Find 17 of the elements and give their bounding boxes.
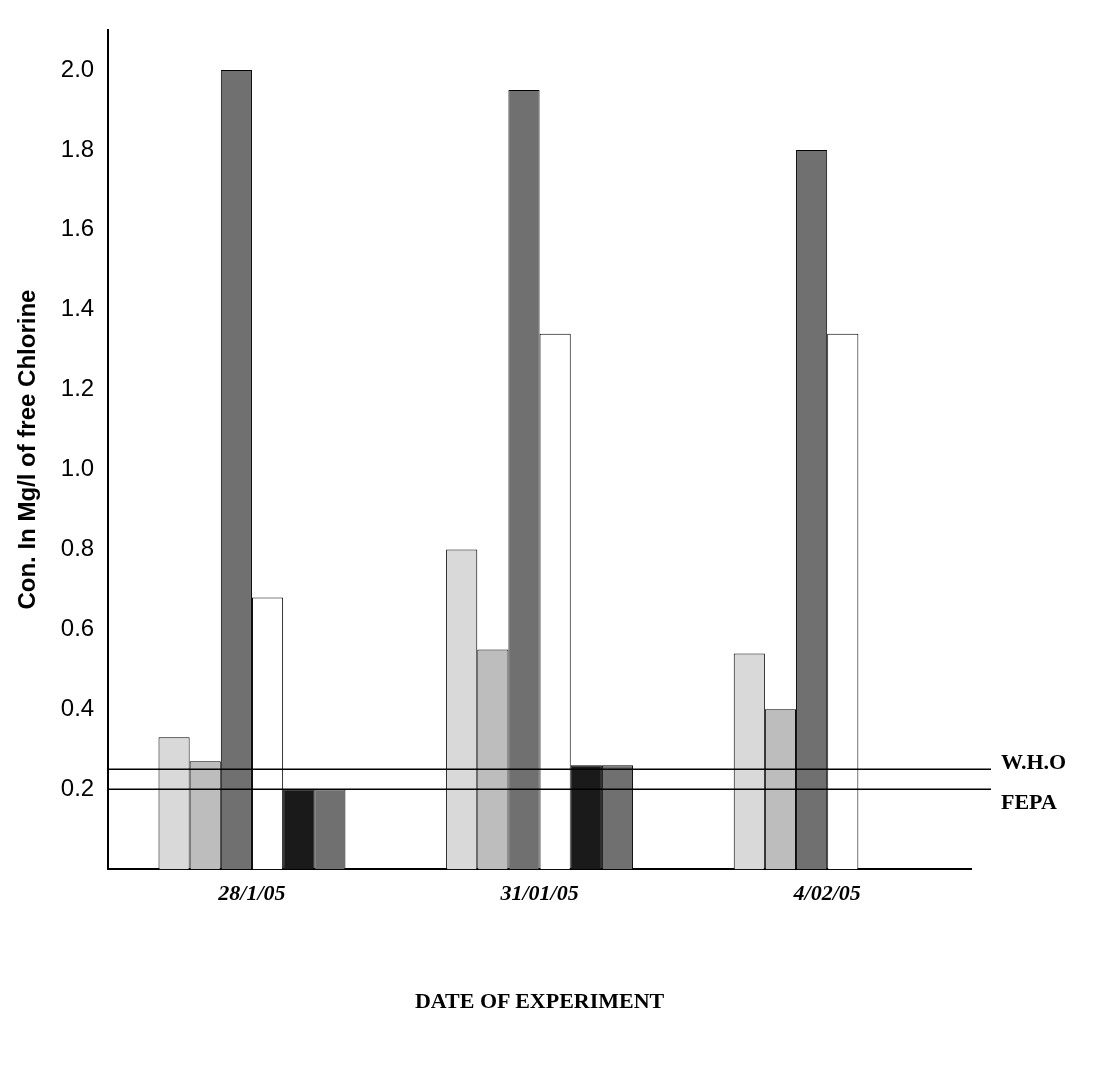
ref-line-label: FEPA [1001, 788, 1057, 814]
x-tick-label: 4/02/05 [792, 880, 861, 906]
y-tick-label: 1.0 [60, 454, 95, 482]
y-tick-label: 2.0 [60, 54, 95, 82]
y-tick-label: 0.4 [60, 693, 95, 721]
y-axis-title: Con. In Mg/l of free Chlorine [13, 289, 41, 610]
ref-line-label: W.H.O [1001, 748, 1067, 774]
x-tick-label: 28/1/05 [217, 880, 286, 906]
y-tick-label: 1.4 [60, 294, 95, 322]
y-tick-label: 1.2 [60, 374, 95, 402]
x-tick-label: 31/01/05 [499, 880, 579, 906]
y-tick-label: 0.6 [60, 614, 95, 642]
y-tick-label: 0.8 [60, 534, 95, 562]
y-tick-label: 0.2 [60, 773, 95, 801]
x-axis-title: DATE OF EXPERIMENT [414, 988, 665, 1014]
y-tick-label: 1.8 [60, 134, 95, 162]
y-tick-label: 1.6 [60, 214, 95, 242]
